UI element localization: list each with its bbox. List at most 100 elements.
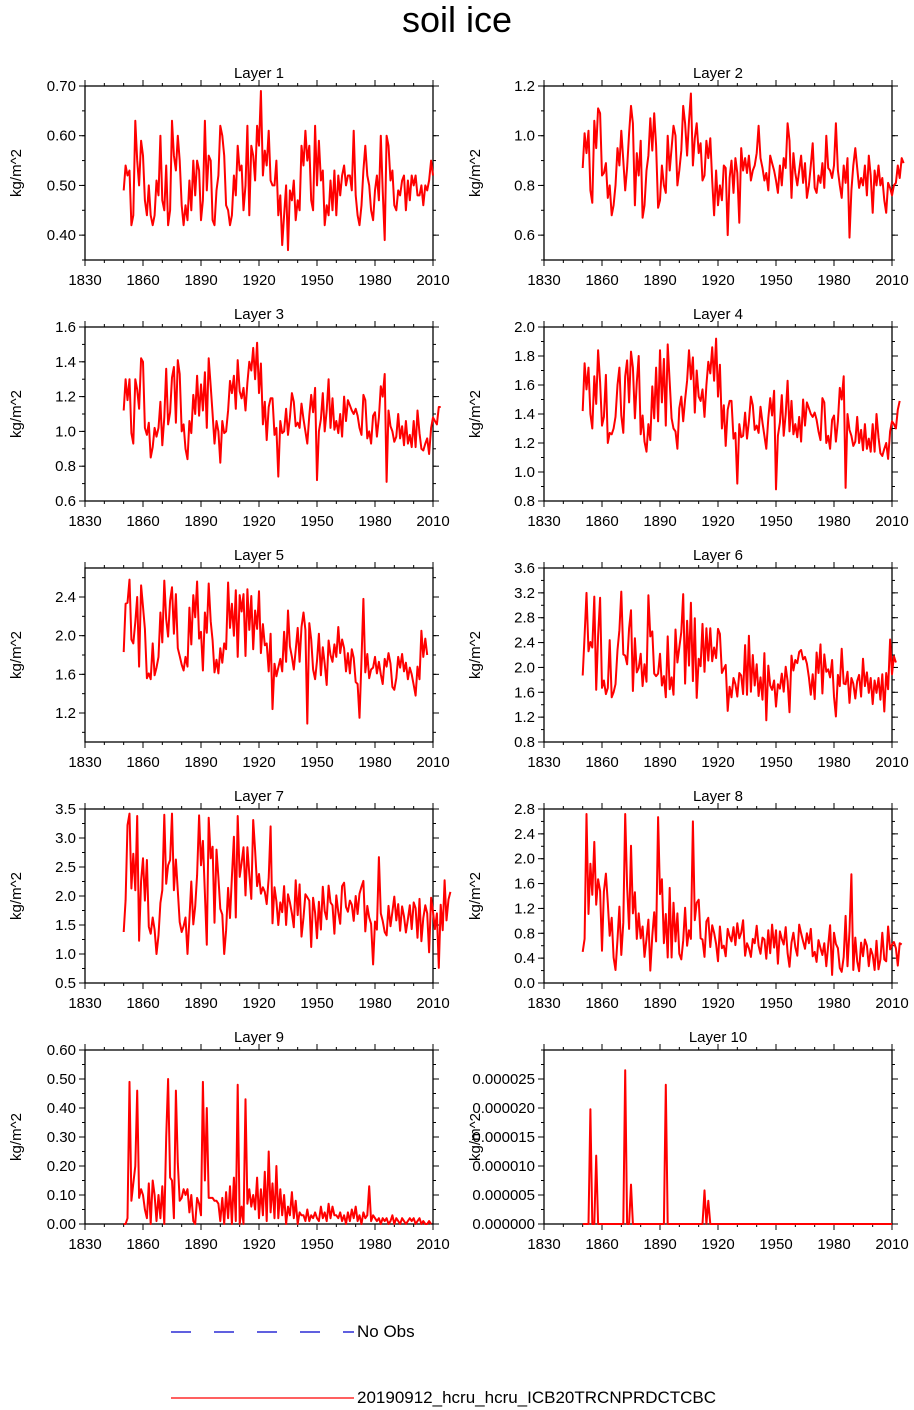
- y-tick-label: 0.0: [514, 975, 535, 992]
- y-axis-label: kg/m^2: [467, 1113, 484, 1161]
- y-axis-label: kg/m^2: [8, 1113, 25, 1161]
- x-tick-label: 1950: [759, 754, 792, 771]
- series-line: [581, 813, 903, 976]
- x-tick-label: 1980: [358, 995, 391, 1012]
- x-tick-label: 1830: [527, 754, 560, 771]
- y-tick-label: 2.4: [55, 589, 76, 606]
- y-tick-label: 0.40: [47, 1100, 76, 1117]
- panel-title: Layer 8: [693, 788, 743, 805]
- chart-panel-10: Layer 10 kg/m^2 1830 1860 1890 1920 1950 1980 20…: [467, 1029, 909, 1253]
- x-tick-label: 1980: [817, 1236, 850, 1253]
- x-tick-label: 1860: [585, 754, 618, 771]
- y-tick-label: 1.8: [514, 348, 535, 365]
- plot-frame: [84, 326, 434, 502]
- y-tick-label: 1.6: [514, 377, 535, 394]
- x-tick-label: 1980: [358, 513, 391, 530]
- y-tick-label: 1.0: [55, 946, 76, 963]
- y-tick-label: 2.0: [55, 888, 76, 905]
- y-tick-label: 0.5: [55, 975, 76, 992]
- x-tick-label: 1860: [585, 272, 618, 289]
- plot-frame: [543, 85, 893, 261]
- x-tick-label: 1950: [300, 1236, 333, 1253]
- y-tick-label: 2.4: [514, 635, 535, 652]
- x-tick-label: 1890: [643, 1236, 676, 1253]
- y-tick-label: 0.30: [47, 1129, 76, 1146]
- y-tick-label: 1.2: [514, 709, 535, 726]
- y-tick-label: 0.60: [47, 128, 76, 145]
- main-title: soil ice: [401, 0, 513, 40]
- y-axis-label: kg/m^2: [467, 390, 484, 438]
- y-tick-label: 1.0: [514, 464, 535, 481]
- series-line: [122, 90, 434, 252]
- x-tick-label: 1860: [126, 513, 159, 530]
- plot-frame: [543, 326, 893, 502]
- y-tick-label: 3.0: [55, 830, 76, 847]
- x-tick-label: 1980: [817, 513, 850, 530]
- y-tick-label: 2.4: [514, 826, 535, 843]
- x-tick-label: 1830: [68, 272, 101, 289]
- chart-panel-4: Layer 4 kg/m^2 1830 1860 1890 1920 1950 1980 201…: [467, 306, 909, 530]
- y-tick-label: 2.8: [514, 801, 535, 818]
- x-tick-label: 1860: [585, 513, 618, 530]
- series-line: [122, 812, 452, 969]
- series-line: [122, 341, 441, 483]
- y-axis-label: kg/m^2: [8, 631, 25, 679]
- y-tick-label: 2.0: [514, 319, 535, 336]
- chart-panel-1: Layer 1 kg/m^2 1830 1860 1890 1920 1950 1980 201…: [8, 65, 450, 289]
- x-tick-label: 1950: [759, 1236, 792, 1253]
- y-axis-label: kg/m^2: [467, 631, 484, 679]
- x-tick-label: 1830: [68, 1236, 101, 1253]
- x-tick-label: 1830: [68, 995, 101, 1012]
- y-tick-label: 1.0: [514, 128, 535, 145]
- y-axis-label: kg/m^2: [8, 390, 25, 438]
- x-tick-label: 1830: [527, 1236, 560, 1253]
- y-tick-label: 0.8: [514, 493, 535, 510]
- series-line: [581, 590, 897, 722]
- x-tick-label: 1950: [759, 995, 792, 1012]
- y-tick-label: 0.000000: [472, 1216, 535, 1233]
- y-tick-label: 0.4: [514, 950, 535, 967]
- y-tick-label: 0.8: [514, 177, 535, 194]
- y-tick-label: 0.8: [55, 458, 76, 475]
- x-tick-label: 1890: [643, 513, 676, 530]
- x-tick-label: 1830: [527, 995, 560, 1012]
- y-axis-label: kg/m^2: [8, 149, 25, 197]
- y-tick-label: 1.2: [514, 435, 535, 452]
- x-tick-label: 1890: [643, 272, 676, 289]
- x-tick-label: 1920: [701, 513, 734, 530]
- panel-title: Layer 3: [234, 306, 284, 323]
- x-tick-label: 1860: [126, 995, 159, 1012]
- x-tick-label: 1890: [184, 513, 217, 530]
- x-tick-label: 1860: [126, 272, 159, 289]
- x-tick-label: 1890: [184, 272, 217, 289]
- chart-panel-6: Layer 6 kg/m^2 1830 1860 1890 1920 1950 1980 201…: [467, 547, 909, 771]
- y-tick-label: 1.6: [55, 319, 76, 336]
- y-tick-label: 1.2: [514, 900, 535, 917]
- x-tick-label: 1890: [184, 1236, 217, 1253]
- y-tick-label: 1.6: [514, 684, 535, 701]
- y-tick-label: 0.000015: [472, 1129, 535, 1146]
- y-tick-label: 0.40: [47, 227, 76, 244]
- y-axis-label: kg/m^2: [467, 149, 484, 197]
- y-tick-label: 1.2: [514, 78, 535, 95]
- x-tick-label: 2010: [416, 754, 449, 771]
- chart-panel-2: Layer 2 kg/m^2 1830 1860 1890 1920 1950 1980 201…: [467, 65, 909, 289]
- y-tick-label: 1.5: [55, 917, 76, 934]
- panel-title: Layer 6: [693, 547, 743, 564]
- y-tick-label: 3.2: [514, 585, 535, 602]
- x-tick-label: 1920: [701, 754, 734, 771]
- series-line: [122, 578, 429, 725]
- y-tick-label: 0.50: [47, 1071, 76, 1088]
- chart-panel-3: Layer 3 kg/m^2 1830 1860 1890 1920 1950 1980 201…: [8, 306, 450, 530]
- x-tick-label: 2010: [416, 1236, 449, 1253]
- legend-no-obs-label: No Obs: [357, 1322, 415, 1341]
- x-tick-label: 2010: [416, 513, 449, 530]
- x-tick-label: 1860: [585, 995, 618, 1012]
- x-tick-label: 1950: [300, 272, 333, 289]
- y-tick-label: 3.6: [514, 560, 535, 577]
- panel-title: Layer 2: [693, 65, 743, 82]
- x-tick-label: 1920: [242, 272, 275, 289]
- series-line: [123, 1078, 432, 1225]
- y-tick-label: 2.0: [55, 628, 76, 645]
